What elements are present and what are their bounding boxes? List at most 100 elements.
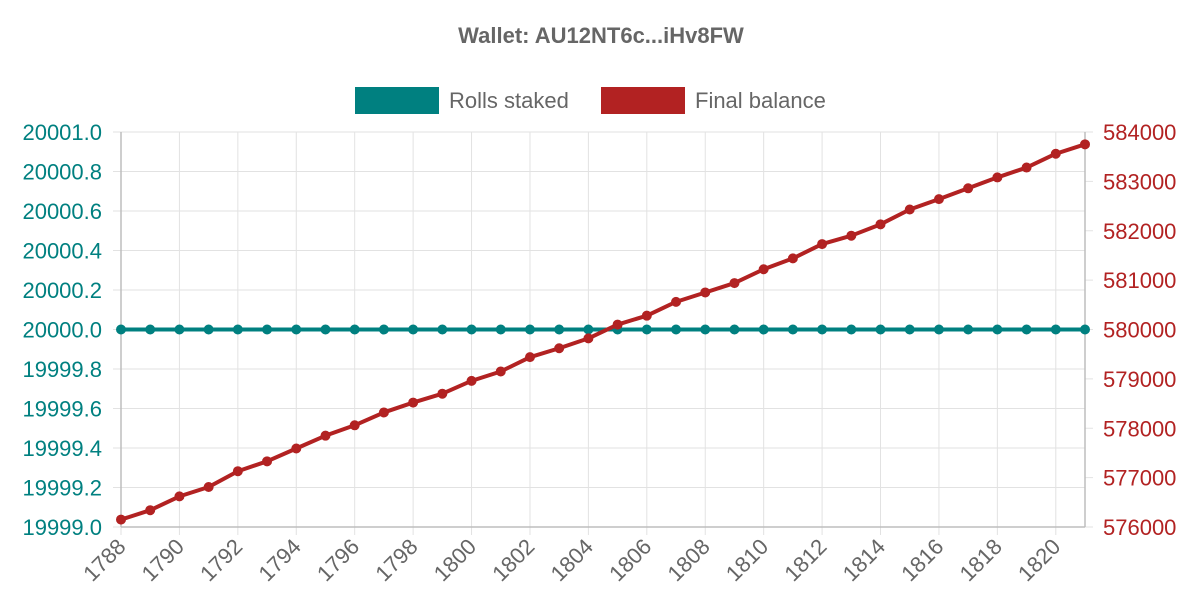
data-point-rolls-staked[interactable] [437, 324, 448, 335]
data-point-rolls-staked[interactable] [671, 324, 682, 335]
data-point-rolls-staked[interactable] [408, 324, 419, 335]
data-point-final-balance[interactable] [992, 172, 1003, 183]
legend-label: Rolls staked [449, 88, 569, 113]
data-point-final-balance[interactable] [1050, 148, 1061, 159]
data-point-rolls-staked[interactable] [933, 324, 944, 335]
right-tick-label: 583000 [1103, 169, 1176, 194]
data-point-rolls-staked[interactable] [904, 324, 915, 335]
legend-item-rolls-staked[interactable]: Rolls staked [355, 87, 569, 114]
data-point-rolls-staked[interactable] [262, 324, 273, 335]
data-point-final-balance[interactable] [875, 219, 886, 230]
data-point-rolls-staked[interactable] [320, 324, 331, 335]
data-point-final-balance[interactable] [758, 264, 769, 275]
data-point-rolls-staked[interactable] [787, 324, 798, 335]
x-tick-label: 1794 [254, 534, 306, 586]
data-point-rolls-staked[interactable] [291, 324, 302, 335]
data-point-final-balance[interactable] [1080, 139, 1090, 150]
data-point-rolls-staked[interactable] [349, 324, 360, 335]
series-rolls-staked [116, 324, 1090, 335]
data-point-final-balance[interactable] [378, 407, 389, 418]
data-point-final-balance[interactable] [963, 183, 974, 194]
data-point-final-balance[interactable] [729, 278, 740, 289]
x-tick-label: 1818 [955, 534, 1007, 586]
x-tick-label: 1804 [546, 534, 598, 586]
data-point-final-balance[interactable] [437, 388, 448, 399]
data-point-rolls-staked[interactable] [729, 324, 740, 335]
data-point-rolls-staked[interactable] [700, 324, 711, 335]
data-point-final-balance[interactable] [349, 420, 360, 431]
series-line-final-balance [120, 142, 1086, 522]
data-point-final-balance[interactable] [671, 296, 682, 307]
right-tick-label: 584000 [1103, 120, 1176, 145]
left-tick-label: 19999.6 [22, 397, 102, 422]
data-point-rolls-staked[interactable] [583, 324, 594, 335]
x-tick-label: 1808 [662, 534, 714, 586]
left-tick-label: 20000.4 [22, 239, 102, 264]
data-point-final-balance[interactable] [291, 443, 302, 454]
data-point-final-balance[interactable] [1021, 162, 1032, 173]
left-tick-label: 20000.2 [22, 278, 102, 303]
chart-title: Wallet: AU12NT6c...iHv8FW [458, 23, 744, 48]
data-point-final-balance[interactable] [904, 204, 915, 215]
data-point-rolls-staked[interactable] [554, 324, 565, 335]
x-tick-label: 1820 [1013, 534, 1065, 586]
data-point-final-balance[interactable] [933, 194, 944, 205]
data-point-rolls-staked[interactable] [992, 324, 1003, 335]
series-final-balance [116, 139, 1090, 525]
data-point-rolls-staked[interactable] [1080, 324, 1090, 335]
data-point-final-balance[interactable] [174, 491, 185, 502]
data-point-final-balance[interactable] [408, 397, 419, 408]
data-point-rolls-staked[interactable] [641, 324, 652, 335]
x-tick-label: 1810 [721, 534, 773, 586]
data-point-final-balance[interactable] [700, 287, 711, 298]
legend-label: Final balance [695, 88, 826, 113]
x-tick-label: 1792 [195, 534, 247, 586]
data-point-final-balance[interactable] [320, 430, 331, 441]
left-axis-ticks: 19999.0 19999.2 19999.4 19999.6 19999.8 20000… [22, 120, 102, 540]
data-point-final-balance[interactable] [466, 375, 477, 386]
data-point-rolls-staked[interactable] [378, 324, 389, 335]
data-point-final-balance[interactable] [787, 253, 798, 264]
data-point-final-balance[interactable] [524, 352, 535, 363]
data-point-rolls-staked[interactable] [963, 324, 974, 335]
data-point-rolls-staked[interactable] [846, 324, 857, 335]
legend-item-final-balance[interactable]: Final balance [601, 87, 826, 114]
left-tick-label: 19999.2 [22, 476, 102, 501]
data-point-final-balance[interactable] [232, 466, 243, 477]
data-point-rolls-staked[interactable] [232, 324, 243, 335]
right-axis-ticks: 576000 577000 578000 579000 580000 581000 5820… [1103, 120, 1176, 540]
data-point-rolls-staked[interactable] [1050, 324, 1061, 335]
data-point-rolls-staked[interactable] [466, 324, 477, 335]
data-point-final-balance[interactable] [641, 310, 652, 321]
data-point-rolls-staked[interactable] [495, 324, 506, 335]
right-tick-label: 581000 [1103, 268, 1176, 293]
data-point-final-balance[interactable] [116, 514, 126, 525]
x-tick-label: 1788 [78, 534, 130, 586]
data-point-rolls-staked[interactable] [817, 324, 828, 335]
data-point-final-balance[interactable] [583, 333, 594, 344]
right-tick-label: 576000 [1103, 515, 1176, 540]
data-point-rolls-staked[interactable] [116, 324, 126, 335]
data-point-rolls-staked[interactable] [145, 324, 156, 335]
data-point-final-balance[interactable] [817, 239, 828, 250]
data-point-final-balance[interactable] [262, 456, 273, 467]
data-point-final-balance[interactable] [846, 230, 857, 241]
data-point-final-balance[interactable] [145, 505, 156, 516]
x-tick-label: 1790 [137, 534, 189, 586]
data-point-rolls-staked[interactable] [203, 324, 214, 335]
data-point-rolls-staked[interactable] [758, 324, 769, 335]
data-point-final-balance[interactable] [554, 343, 565, 354]
data-point-rolls-staked[interactable] [174, 324, 185, 335]
series-layer [116, 139, 1090, 525]
legend[interactable]: Rolls staked Final balance [355, 87, 826, 114]
data-point-final-balance[interactable] [203, 482, 214, 493]
data-point-rolls-staked[interactable] [875, 324, 886, 335]
left-tick-label: 19999.4 [22, 436, 102, 461]
data-point-rolls-staked[interactable] [524, 324, 535, 335]
data-point-final-balance[interactable] [495, 366, 506, 377]
right-tick-label: 579000 [1103, 367, 1176, 392]
legend-swatch [601, 87, 685, 114]
data-point-final-balance[interactable] [612, 319, 623, 330]
data-point-rolls-staked[interactable] [1021, 324, 1032, 335]
